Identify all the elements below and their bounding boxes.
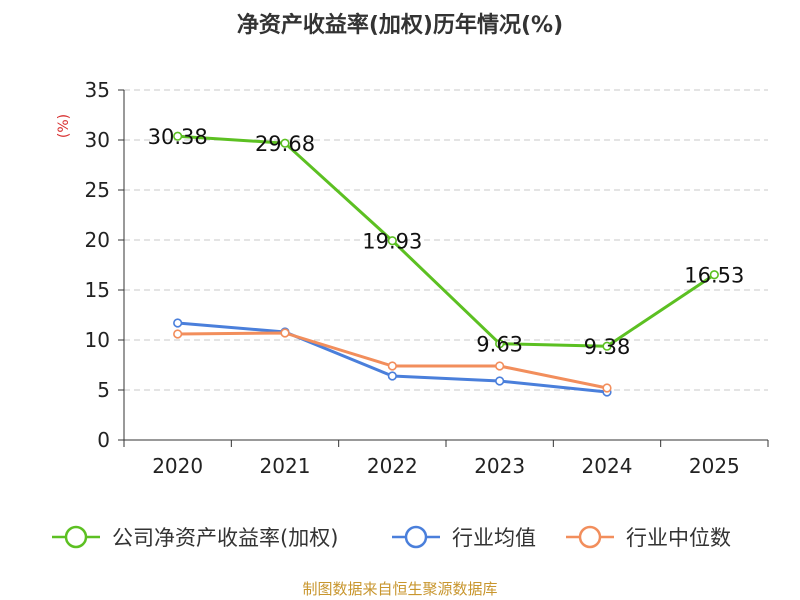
- data-point-2020[interactable]: [173, 329, 183, 339]
- data-point-2023[interactable]: [495, 361, 505, 371]
- legend-marker: [578, 525, 602, 549]
- y-tick-label: 0: [97, 428, 110, 452]
- data-point-2020[interactable]: [173, 318, 183, 328]
- series-2: [173, 328, 612, 393]
- y-tick-label: 5: [97, 378, 110, 402]
- data-label-2024: 9.38: [584, 335, 631, 359]
- data-labels: 30.38 29.68 19.93 9.63 9.38 16.53: [148, 125, 745, 359]
- legend-item-2[interactable]: 行业中位数: [566, 525, 731, 550]
- data-point-2022[interactable]: [387, 361, 397, 371]
- data-point-2024[interactable]: [602, 341, 612, 351]
- data-point-2021[interactable]: [280, 138, 290, 148]
- y-axis-unit-label: (%): [56, 114, 72, 138]
- data-point-2022[interactable]: [387, 371, 397, 381]
- data-point-2025[interactable]: [709, 270, 719, 280]
- data-point-2023[interactable]: [495, 376, 505, 386]
- legend[interactable]: 公司净资产收益率(加权) 行业均值 行业中位数: [52, 525, 731, 550]
- data-point-2023[interactable]: [495, 339, 505, 349]
- y-tick-label: 20: [85, 228, 110, 252]
- legend-item-1[interactable]: 行业均值: [392, 525, 536, 550]
- legend-label: 行业中位数: [626, 526, 731, 550]
- data-point-2024[interactable]: [602, 383, 612, 393]
- y-tick-label: 10: [85, 328, 110, 352]
- legend-marker: [64, 525, 88, 549]
- legend-label: 公司净资产收益率(加权): [112, 526, 338, 550]
- x-tick-label-2022: 2022: [367, 454, 418, 478]
- data-label-2025: 16.53: [684, 264, 744, 288]
- source-note: 制图数据来自恒生聚源数据库: [302, 580, 497, 598]
- data-label-2023: 9.63: [476, 333, 523, 357]
- grid-lines: [124, 89, 768, 391]
- legend-label: 行业均值: [452, 526, 536, 550]
- x-tick-label-2021: 2021: [260, 454, 311, 478]
- legend-marker: [404, 525, 428, 549]
- y-tick-label: 35: [85, 78, 110, 102]
- data-point-2021[interactable]: [280, 328, 290, 338]
- y-tick-label: 30: [85, 128, 110, 152]
- x-tick-label-2025: 2025: [689, 454, 740, 478]
- series-1: [173, 318, 612, 397]
- data-point-2022[interactable]: [387, 236, 397, 246]
- chart-title: 净资产收益率(加权)历年情况(%): [237, 12, 563, 38]
- legend-item-0[interactable]: 公司净资产收益率(加权): [52, 525, 338, 550]
- series-0: [173, 131, 719, 351]
- data-label-2021: 29.68: [255, 132, 315, 156]
- x-tick-label-2024: 2024: [582, 454, 633, 478]
- y-tick-label: 15: [85, 278, 110, 302]
- y-tick-label: 25: [85, 178, 110, 202]
- data-point-2020[interactable]: [173, 131, 183, 141]
- series-lines: [173, 131, 719, 397]
- data-label-2022: 19.93: [362, 230, 422, 254]
- x-tick-label-2020: 2020: [152, 454, 203, 478]
- data-label-2020: 30.38: [148, 125, 208, 149]
- x-tick-label-2023: 2023: [474, 454, 525, 478]
- series-line: [177, 134, 716, 348]
